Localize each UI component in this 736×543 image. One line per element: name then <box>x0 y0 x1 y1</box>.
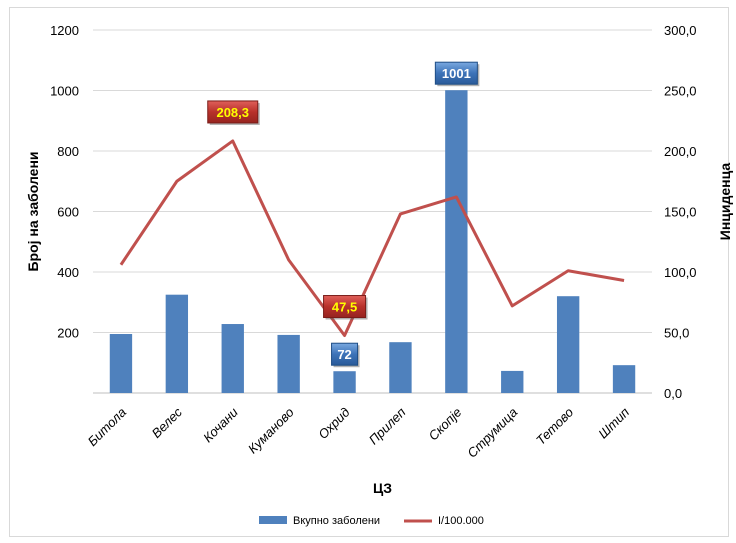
chart-frame <box>9 7 729 537</box>
x-tick-label: Охрид <box>315 405 352 442</box>
legend-swatch-bars <box>259 516 287 524</box>
x-axis-title: ЦЗ <box>373 480 392 496</box>
bar <box>445 90 468 393</box>
data-callout-label: 208,3 <box>216 105 249 120</box>
y-tick-label: 400 <box>57 265 79 280</box>
x-tick-label: Тетово <box>533 405 576 448</box>
y2-tick-label: 0,0 <box>664 386 682 401</box>
bar <box>501 370 524 393</box>
y2-tick-label: 250,0 <box>664 84 697 99</box>
x-tick-label: Прилеп <box>366 405 409 448</box>
data-callout-label: 47,5 <box>332 300 357 315</box>
x-tick-label: Струмица <box>464 405 520 461</box>
x-tick-label: Велес <box>149 404 186 441</box>
x-tick-label: Битола <box>85 405 129 449</box>
bar <box>277 334 300 393</box>
x-tick-label: Кочани <box>200 405 241 446</box>
y2-tick-label: 200,0 <box>664 144 697 159</box>
data-callout-label: 1001 <box>442 66 471 81</box>
bar <box>221 324 244 393</box>
x-tick-label: Куманово <box>245 405 297 457</box>
y2-tick-label: 150,0 <box>664 205 697 220</box>
data-callout <box>207 100 259 124</box>
data-callout-label: 72 <box>337 347 351 362</box>
x-tick-label: Штип <box>595 405 632 442</box>
legend-label-bars: Вкупно заболени <box>293 515 380 527</box>
bar <box>612 365 636 393</box>
bar <box>333 371 356 393</box>
bar <box>556 296 580 393</box>
y-axis-title: Број на заболени <box>25 151 41 271</box>
y-tick-label: 1200 <box>50 23 79 38</box>
bar <box>165 294 189 393</box>
y2-axis-title: Инциденца <box>717 163 733 241</box>
y-tick-label: 200 <box>57 326 79 341</box>
incidence-line <box>119 139 625 338</box>
bar <box>389 342 412 393</box>
y2-tick-label: 100,0 <box>664 265 697 280</box>
y-tick-label: 600 <box>57 205 79 220</box>
y2-tick-label: 300,0 <box>664 23 697 38</box>
data-callout <box>331 342 359 366</box>
x-tick-label: Скопје <box>426 405 465 444</box>
bar <box>109 334 133 393</box>
legend-label-line: I/100.000 <box>438 515 484 527</box>
data-callout <box>434 61 478 85</box>
y2-tick-label: 50,0 <box>664 326 689 341</box>
data-callout <box>323 295 367 319</box>
y-tick-label: 800 <box>57 144 79 159</box>
y-tick-label: 1000 <box>50 84 79 99</box>
